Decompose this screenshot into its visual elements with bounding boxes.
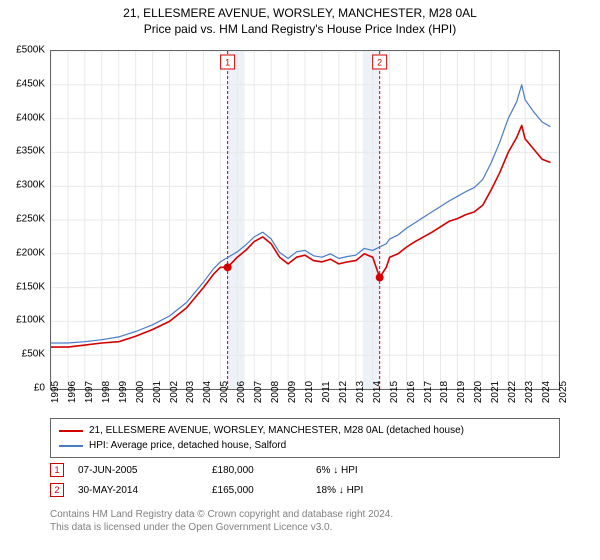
sale-row: 1 07-JUN-2005 £180,000 6% ↓ HPI — [50, 460, 560, 480]
y-tick-label: £450K — [5, 78, 45, 89]
x-tick-label: 1999 — [118, 381, 129, 403]
chart-container: 21, ELLESMERE AVENUE, WORSLEY, MANCHESTE… — [0, 0, 600, 560]
x-tick-label: 2021 — [490, 381, 501, 403]
sale-marker-number: 1 — [54, 465, 59, 475]
x-tick-label: 2005 — [219, 381, 230, 403]
x-tick-label: 1998 — [101, 381, 112, 403]
y-tick-label: £300K — [5, 180, 45, 191]
x-tick-label: 1995 — [50, 381, 61, 403]
sale-marker-icon: 2 — [50, 483, 64, 497]
x-tick-label: 2010 — [304, 381, 315, 403]
x-tick-label: 2014 — [372, 381, 383, 403]
title-line-2: Price paid vs. HM Land Registry's House … — [0, 22, 600, 36]
plot-area: 12 — [50, 50, 560, 390]
x-tick-label: 2016 — [406, 381, 417, 403]
attribution: Contains HM Land Registry data © Crown c… — [50, 508, 560, 534]
legend-swatch — [59, 445, 83, 447]
x-tick-label: 2024 — [541, 381, 552, 403]
legend-row: HPI: Average price, detached house, Salf… — [59, 438, 551, 453]
y-tick-label: £400K — [5, 112, 45, 123]
title-block: 21, ELLESMERE AVENUE, WORSLEY, MANCHESTE… — [0, 0, 600, 36]
y-tick-label: £0 — [5, 383, 45, 394]
x-tick-label: 2001 — [152, 381, 163, 403]
x-tick-label: 2023 — [524, 381, 535, 403]
svg-text:1: 1 — [225, 58, 230, 68]
svg-text:2: 2 — [377, 58, 382, 68]
y-tick-label: £50K — [5, 349, 45, 360]
attribution-line-2: This data is licensed under the Open Gov… — [50, 521, 560, 534]
x-tick-label: 2004 — [202, 381, 213, 403]
x-tick-label: 2017 — [423, 381, 434, 403]
x-tick-label: 2022 — [507, 381, 518, 403]
legend-label: HPI: Average price, detached house, Salf… — [89, 438, 286, 453]
legend-label: 21, ELLESMERE AVENUE, WORSLEY, MANCHESTE… — [89, 423, 464, 438]
sale-date: 30-MAY-2014 — [78, 485, 198, 496]
x-tick-label: 2011 — [321, 381, 332, 403]
x-tick-label: 2002 — [169, 381, 180, 403]
sale-pct: 18% ↓ HPI — [316, 485, 406, 496]
legend-swatch — [59, 430, 83, 432]
x-tick-label: 2007 — [253, 381, 264, 403]
x-tick-label: 2009 — [287, 381, 298, 403]
y-tick-label: £250K — [5, 214, 45, 225]
x-tick-label: 2006 — [236, 381, 247, 403]
y-tick-label: £500K — [5, 45, 45, 56]
sale-pct: 6% ↓ HPI — [316, 465, 406, 476]
x-tick-label: 1997 — [84, 381, 95, 403]
x-tick-label: 2013 — [355, 381, 366, 403]
x-tick-label: 1996 — [67, 381, 78, 403]
sale-marker-icon: 1 — [50, 463, 64, 477]
x-tick-label: 2019 — [456, 381, 467, 403]
y-tick-label: £350K — [5, 146, 45, 157]
x-tick-label: 2012 — [338, 381, 349, 403]
y-tick-label: £150K — [5, 281, 45, 292]
x-tick-label: 2018 — [439, 381, 450, 403]
legend: 21, ELLESMERE AVENUE, WORSLEY, MANCHESTE… — [50, 418, 560, 458]
attribution-line-1: Contains HM Land Registry data © Crown c… — [50, 508, 560, 521]
sale-price: £180,000 — [212, 465, 302, 476]
x-tick-label: 2008 — [270, 381, 281, 403]
sale-date: 07-JUN-2005 — [78, 465, 198, 476]
sale-row: 2 30-MAY-2014 £165,000 18% ↓ HPI — [50, 480, 560, 500]
x-tick-label: 2000 — [135, 381, 146, 403]
x-tick-label: 2003 — [185, 381, 196, 403]
sales-table: 1 07-JUN-2005 £180,000 6% ↓ HPI 2 30-MAY… — [50, 460, 560, 500]
x-tick-label: 2025 — [558, 381, 569, 403]
sale-marker-number: 2 — [54, 485, 59, 495]
x-tick-label: 2015 — [389, 381, 400, 403]
legend-row: 21, ELLESMERE AVENUE, WORSLEY, MANCHESTE… — [59, 423, 551, 438]
sale-price: £165,000 — [212, 485, 302, 496]
title-line-1: 21, ELLESMERE AVENUE, WORSLEY, MANCHESTE… — [0, 6, 600, 20]
y-tick-label: £200K — [5, 247, 45, 258]
x-tick-label: 2020 — [473, 381, 484, 403]
y-tick-label: £100K — [5, 315, 45, 326]
chart-svg: 12 — [51, 51, 559, 389]
